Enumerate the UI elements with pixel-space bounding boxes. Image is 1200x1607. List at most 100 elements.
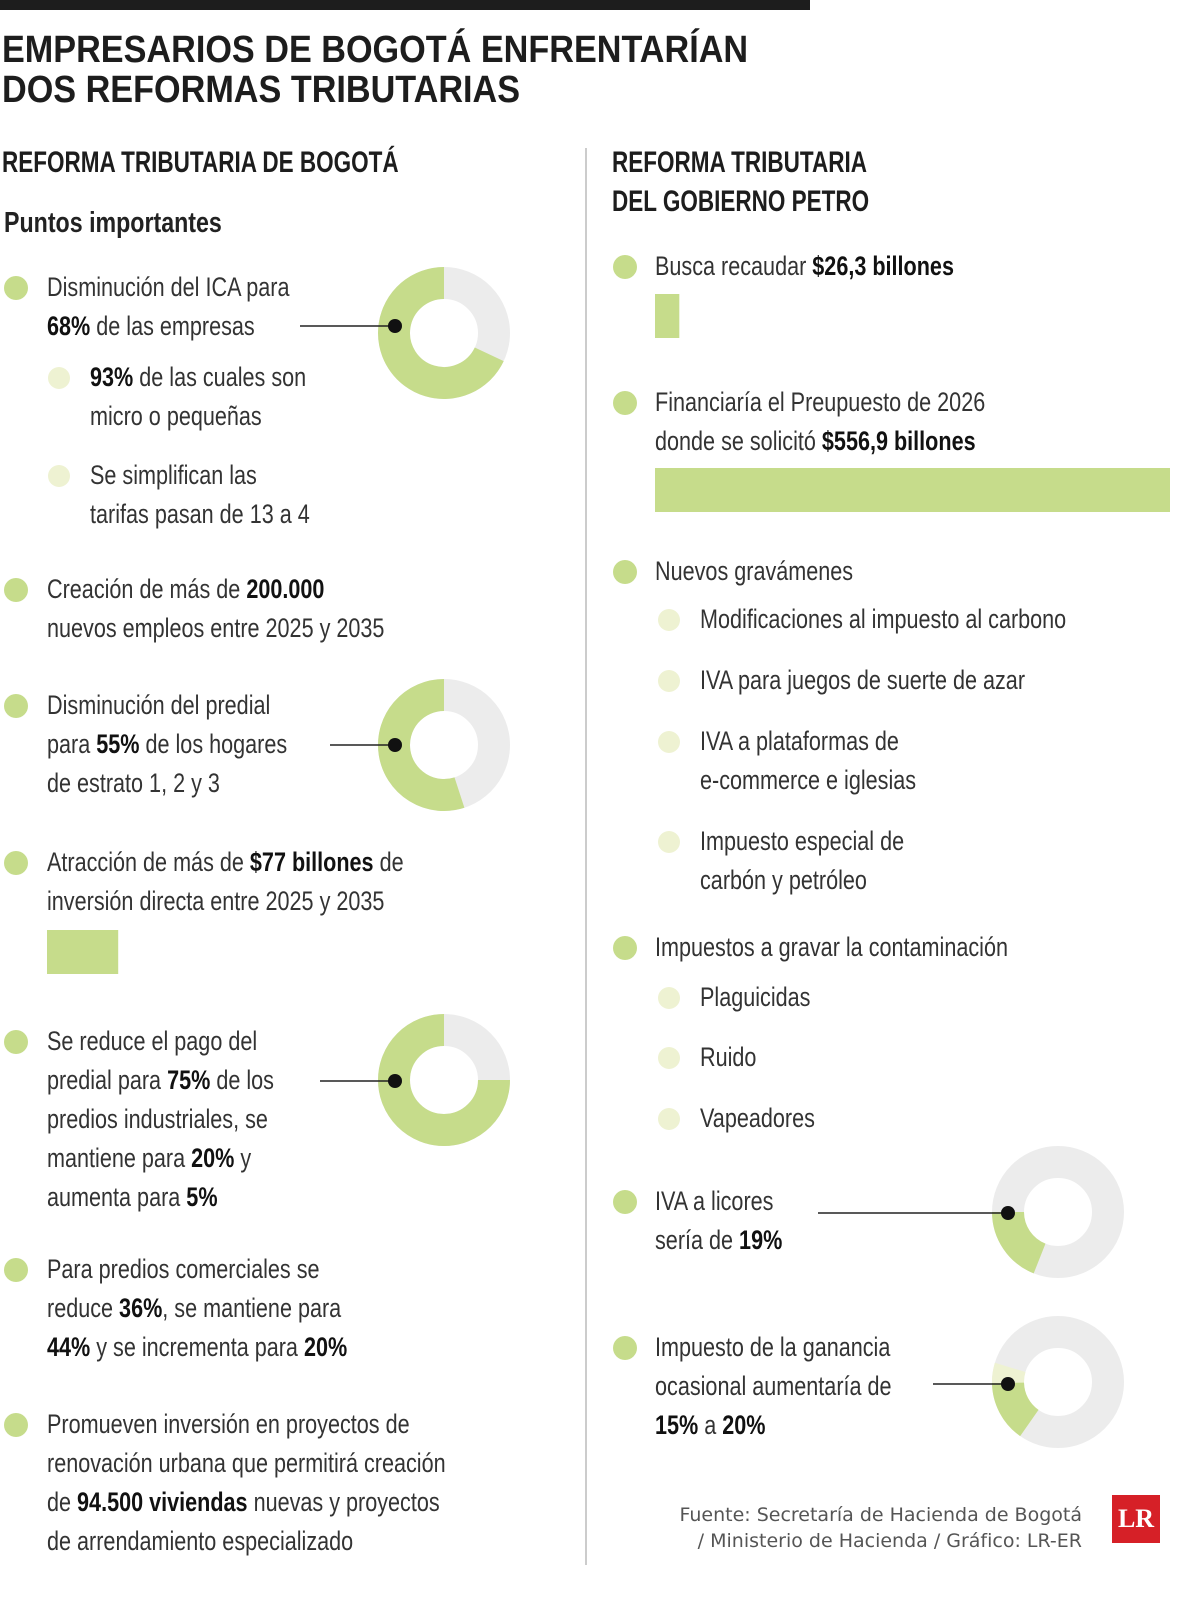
text-line: carbón y petróleo <box>700 861 867 900</box>
text-line: reduce 36%, se mantiene para <box>47 1289 341 1328</box>
text: Atracción de más de <box>47 847 250 877</box>
text-line: Nuevos gravámenes <box>655 552 853 591</box>
right-heading: REFORMA TRIBUTARIA <box>612 146 867 179</box>
connector-dot <box>388 1074 402 1088</box>
text: Creación de más de <box>47 574 247 604</box>
text-line: micro o pequeñas <box>90 397 262 436</box>
highlight: 94.500 viviendas <box>77 1487 248 1517</box>
highlight: 68% <box>47 311 91 341</box>
text: Para predios comerciales se <box>47 1254 320 1284</box>
text-line: Impuesto de la ganancia <box>655 1328 890 1367</box>
text: reduce <box>47 1293 120 1323</box>
bullet <box>613 255 637 279</box>
bar <box>655 294 680 338</box>
text-line: de estrato 1, 2 y 3 <box>47 764 220 803</box>
text-line: inversión directa entre 2025 y 2035 <box>47 882 384 921</box>
text-line: predios industriales, se <box>47 1100 268 1139</box>
highlight: 20% <box>722 1410 766 1440</box>
text-line: Vapeadores <box>700 1099 815 1138</box>
bullet <box>4 578 28 602</box>
text-line: sería de 19% <box>655 1221 782 1260</box>
text-line: predial para 75% de los <box>47 1061 274 1100</box>
bullet <box>658 731 680 753</box>
text-line: Plaguicidas <box>700 978 810 1017</box>
text: IVA para juegos de suerte de azar <box>700 665 1026 695</box>
highlight: 20% <box>191 1143 235 1173</box>
text: Plaguicidas <box>700 982 811 1012</box>
highlight: 55% <box>96 729 140 759</box>
bullet <box>4 694 28 718</box>
text: Vapeadores <box>700 1103 815 1133</box>
text: carbón y petróleo <box>700 865 867 895</box>
connector-dot <box>1001 1206 1015 1220</box>
text: predial para <box>47 1065 168 1095</box>
bullet <box>4 1413 28 1437</box>
text-line: Para predios comerciales se <box>47 1250 320 1289</box>
donut-segment <box>992 1211 1047 1274</box>
text: ocasional aumentaría de <box>655 1371 892 1401</box>
text-line: Promueven inversión en proyectos de <box>47 1405 410 1444</box>
text: de las empresas <box>90 311 255 341</box>
text-line: aumenta para 5% <box>47 1178 218 1217</box>
highlight: 20% <box>303 1332 348 1362</box>
bullet <box>4 851 28 875</box>
highlight: 5% <box>186 1182 218 1212</box>
text-line: Creación de más de 200.000 <box>47 570 324 609</box>
text: Se reduce el pago del <box>47 1026 258 1056</box>
text: Impuesto de la ganancia <box>655 1332 891 1362</box>
text: Disminución del predial <box>47 690 271 720</box>
text: Impuesto especial de <box>700 826 905 856</box>
highlight: 93% <box>90 362 134 392</box>
text: y se incrementa para <box>90 1332 304 1362</box>
text: mantiene para <box>47 1143 192 1173</box>
donut-segment <box>378 679 465 811</box>
text: y <box>234 1143 252 1173</box>
text-line: Se reduce el pago del <box>47 1022 257 1061</box>
top-rule <box>0 0 810 10</box>
highlight: $77 billones <box>249 847 374 877</box>
text: aumenta para <box>47 1182 187 1212</box>
highlight: 19% <box>739 1225 783 1255</box>
text-line: Disminución del predial <box>47 686 270 725</box>
text-line: de arrendamiento especializado <box>47 1522 353 1561</box>
text-line: tarifas pasan de 13 a 4 <box>90 495 310 534</box>
text-line: renovación urbana que permitirá creación <box>47 1444 446 1483</box>
text: nuevas y proyectos <box>247 1487 440 1517</box>
highlight: 36% <box>119 1293 163 1323</box>
text-line: Se simplifican las <box>90 456 257 495</box>
bar <box>47 930 119 974</box>
donut-segment <box>378 1014 510 1146</box>
highlight: $26,3 billones <box>812 251 954 281</box>
text-line: Ruido <box>700 1038 756 1077</box>
text: de los <box>210 1065 274 1095</box>
text: Financiaría el Preupuesto de 2026 <box>655 387 986 417</box>
left-subheading: Puntos importantes <box>4 207 222 239</box>
highlight: 44% <box>47 1332 91 1362</box>
text-line: Financiaría el Preupuesto de 2026 <box>655 383 985 422</box>
text: Promueven inversión en proyectos de <box>47 1409 410 1439</box>
bullet <box>658 831 680 853</box>
bullet <box>658 987 680 1009</box>
bullet <box>613 391 637 415</box>
text-line: 68% de las empresas <box>47 307 255 346</box>
connector-dot <box>1001 1377 1015 1391</box>
text-line: 93% de las cuales son <box>90 358 306 397</box>
right-heading: DEL GOBIERNO PETRO <box>612 185 870 218</box>
text: de <box>47 1487 78 1517</box>
text: Se simplifican las <box>90 460 257 490</box>
bullet <box>4 1258 28 1282</box>
left-heading: REFORMA TRIBUTARIA DE BOGOTÁ <box>2 146 399 179</box>
text-line: nuevos empleos entre 2025 y 2035 <box>47 609 384 648</box>
donut-segment <box>378 267 504 399</box>
source-line: / Ministerio de Hacienda / Gráfico: LR-E… <box>697 1530 1082 1552</box>
text-line: IVA a licores <box>655 1182 773 1221</box>
highlight: 200.000 <box>246 574 325 604</box>
source-line: Fuente: Secretaría de Hacienda de Bogotá <box>679 1504 1082 1526</box>
text-line: Busca recaudar $26,3 billones <box>655 247 954 286</box>
text: tarifas pasan de 13 a 4 <box>90 499 310 529</box>
connector-dot <box>388 738 402 752</box>
text-line: Impuesto especial de <box>700 822 904 861</box>
text: para <box>47 729 97 759</box>
bullet <box>4 276 28 300</box>
